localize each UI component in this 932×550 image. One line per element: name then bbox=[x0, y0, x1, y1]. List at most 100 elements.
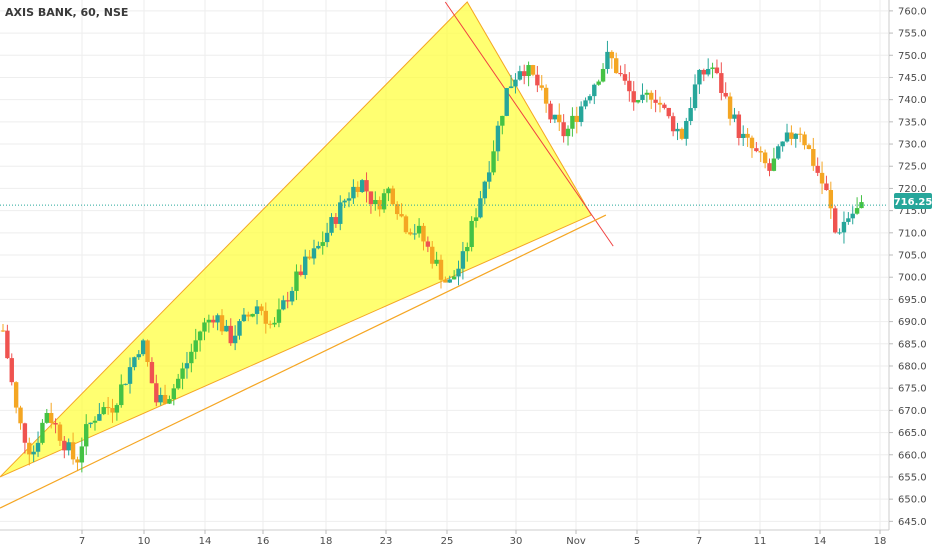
candle bbox=[289, 286, 295, 306]
candle bbox=[57, 421, 63, 447]
candle bbox=[285, 291, 290, 309]
candle-body bbox=[776, 146, 781, 159]
y-tick-label: 720.0 bbox=[898, 184, 927, 195]
candle bbox=[780, 141, 785, 152]
candle bbox=[206, 314, 212, 333]
y-tick-label: 645.0 bbox=[898, 517, 927, 528]
candle-body bbox=[451, 276, 457, 280]
candle-body bbox=[377, 200, 382, 210]
candle-body bbox=[692, 84, 698, 109]
candle bbox=[311, 239, 317, 265]
candle bbox=[342, 198, 347, 208]
candle-body bbox=[552, 114, 558, 120]
candle-body bbox=[614, 58, 619, 74]
candle bbox=[430, 241, 435, 269]
candle bbox=[408, 228, 413, 236]
candle-body bbox=[303, 256, 308, 275]
candle bbox=[364, 172, 369, 203]
candle-body bbox=[84, 424, 89, 447]
candle-body bbox=[828, 190, 834, 209]
candle bbox=[88, 422, 93, 428]
candle bbox=[609, 50, 615, 69]
candle-body bbox=[741, 133, 746, 139]
candle bbox=[368, 191, 374, 214]
candle bbox=[644, 89, 650, 103]
candle-body bbox=[22, 423, 28, 443]
candle bbox=[574, 106, 579, 134]
candle bbox=[828, 181, 834, 219]
candle-body bbox=[833, 208, 838, 233]
candle bbox=[281, 295, 286, 311]
candle-body bbox=[434, 259, 439, 264]
candle bbox=[767, 158, 772, 177]
candle-body bbox=[517, 71, 523, 80]
candle bbox=[75, 456, 80, 472]
candle bbox=[596, 79, 601, 86]
candle-body bbox=[784, 132, 790, 142]
candle bbox=[460, 241, 466, 280]
candle-body bbox=[640, 94, 645, 101]
candle bbox=[802, 131, 807, 150]
candle-body bbox=[701, 69, 706, 75]
candle-body bbox=[504, 88, 509, 116]
candle bbox=[395, 201, 400, 220]
candle bbox=[13, 381, 19, 414]
candle-body bbox=[211, 319, 216, 323]
candle-body bbox=[438, 259, 444, 280]
candle-body bbox=[771, 158, 777, 171]
candle-body bbox=[403, 216, 409, 233]
candle-body bbox=[232, 335, 238, 344]
y-tick-label: 750.0 bbox=[898, 51, 927, 62]
candle-body bbox=[298, 271, 304, 275]
y-tick-label: 740.0 bbox=[898, 95, 927, 106]
candle-body bbox=[180, 368, 185, 379]
candle bbox=[35, 431, 41, 457]
candle bbox=[31, 445, 36, 463]
y-tick-label: 690.0 bbox=[898, 317, 927, 328]
candle-body bbox=[666, 107, 671, 117]
x-tick-label: Nov bbox=[566, 536, 586, 547]
candle-body bbox=[241, 314, 247, 322]
candle bbox=[425, 236, 431, 253]
candle bbox=[0, 324, 6, 332]
candle bbox=[62, 436, 67, 459]
candle-body bbox=[635, 100, 641, 103]
candle bbox=[5, 324, 10, 360]
candle bbox=[587, 94, 593, 104]
candle-body bbox=[443, 279, 448, 283]
candle bbox=[723, 82, 728, 99]
candle-body bbox=[732, 114, 737, 119]
candle bbox=[771, 147, 777, 172]
candle bbox=[837, 228, 842, 235]
candle-body bbox=[697, 69, 702, 85]
candle-body bbox=[351, 186, 356, 199]
candle bbox=[272, 317, 277, 328]
candle-body bbox=[171, 388, 177, 400]
candle-body bbox=[789, 132, 794, 139]
x-tick-label: 5 bbox=[634, 536, 640, 547]
y-tick-label: 680.0 bbox=[898, 361, 927, 372]
candle bbox=[114, 403, 120, 421]
candle bbox=[710, 62, 715, 79]
lower-trendline[interactable] bbox=[0, 214, 607, 509]
x-tick-label: 18 bbox=[874, 536, 887, 547]
y-tick-label: 670.0 bbox=[898, 406, 927, 417]
candle bbox=[776, 144, 781, 160]
candle bbox=[215, 313, 220, 331]
candle-body bbox=[408, 232, 413, 235]
candle-body bbox=[631, 91, 636, 103]
candle-body bbox=[530, 65, 536, 75]
candle-body bbox=[364, 180, 369, 192]
candle-body bbox=[57, 424, 63, 441]
candle-body bbox=[662, 104, 667, 108]
candle-body bbox=[123, 383, 128, 385]
candle bbox=[438, 254, 444, 289]
candle-body bbox=[119, 384, 124, 406]
candle bbox=[622, 64, 628, 85]
candle bbox=[793, 133, 798, 148]
time-axis-bg bbox=[0, 530, 932, 550]
candle-body bbox=[316, 245, 321, 249]
triangle-drawing[interactable] bbox=[0, 1, 593, 478]
candle-body bbox=[114, 405, 120, 413]
